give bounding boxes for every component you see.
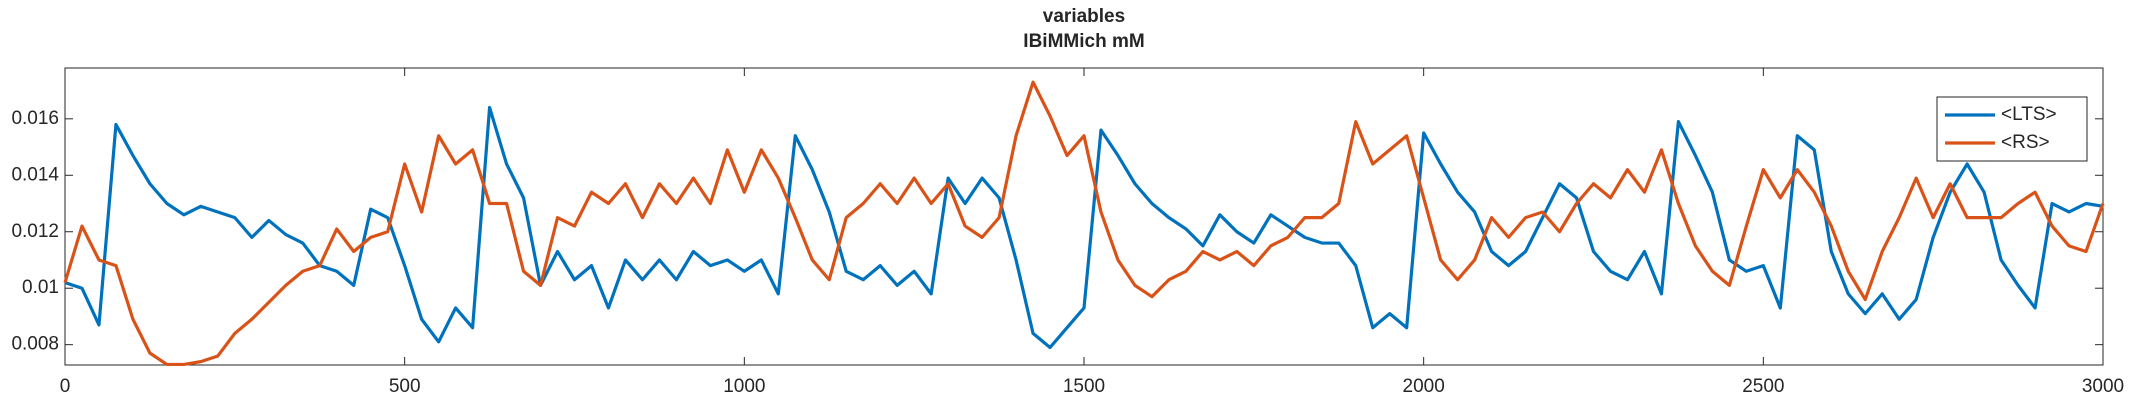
y-tick-label: 0.01 xyxy=(22,277,59,298)
y-tick-label: 0.008 xyxy=(11,334,59,355)
y-tick-label: 0.016 xyxy=(11,108,59,129)
x-tick-label: 2000 xyxy=(1403,376,1445,397)
x-tick-label: 1500 xyxy=(1063,376,1105,397)
chart-title: variables xyxy=(1043,6,1125,27)
legend-label: <RS> xyxy=(2001,132,2050,153)
line-series xyxy=(63,80,2105,367)
plot-area xyxy=(64,67,2104,366)
x-tick-label: 500 xyxy=(389,376,421,397)
line-series xyxy=(64,105,2104,350)
x-tick-label: 3000 xyxy=(2082,376,2124,397)
legend-box xyxy=(1936,96,2088,162)
x-tick-label: 1000 xyxy=(723,376,765,397)
x-tick-label: 0 xyxy=(60,376,71,397)
y-tick-label: 0.012 xyxy=(11,221,59,242)
y-tick-label: 0.014 xyxy=(11,164,59,185)
x-tick-label: 2500 xyxy=(1742,376,1784,397)
chart-subtitle: IBiMMich mM xyxy=(1023,31,1144,52)
legend-label: <LTS> xyxy=(2001,104,2057,125)
